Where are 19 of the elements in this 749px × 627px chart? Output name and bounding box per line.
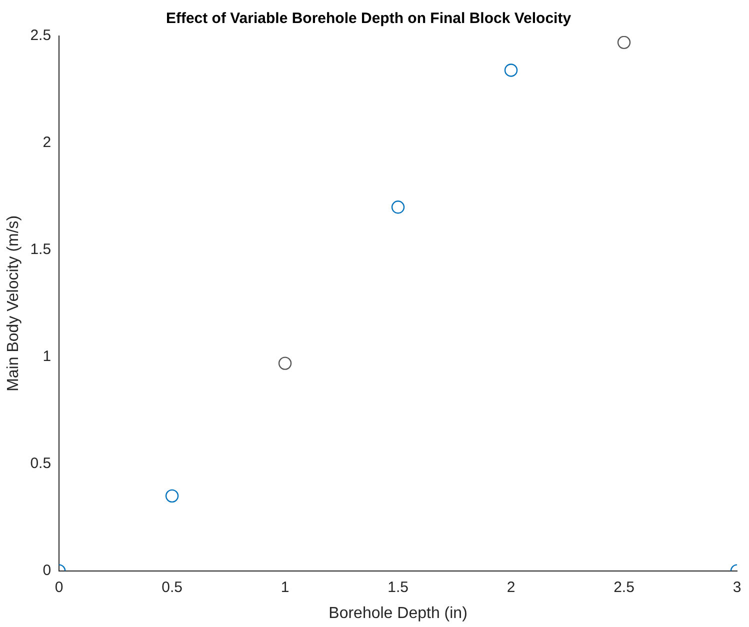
point [504,64,518,77]
y-tick-label: 0 [42,562,52,579]
y-tick-label: 1 [42,348,52,366]
point [617,36,631,50]
x-tick-label: 1 [280,578,290,596]
y-tick-label: 2.5 [30,27,52,44]
x-tick-label: 3 [732,578,742,596]
y-tick-label: 1.5 [30,241,52,258]
y-tick-label: 2 [42,134,52,152]
point [391,200,405,214]
x-tick-label: 2.5 [614,578,634,596]
y-tick-label: 0.5 [30,454,52,472]
x-tick-label: 2 [506,578,516,596]
x-tick-label: 0 [54,578,64,596]
x-tick-label: 1.5 [388,578,408,596]
x-tick-label: 0.5 [162,578,182,596]
y-axis-title: Main Body Velocity (m/s) [5,215,22,392]
x-axis-title: Borehole Depth (in) [328,604,468,622]
chart-title: Effect of Variable Borehole Depth on Final Block Velocity [166,10,572,28]
